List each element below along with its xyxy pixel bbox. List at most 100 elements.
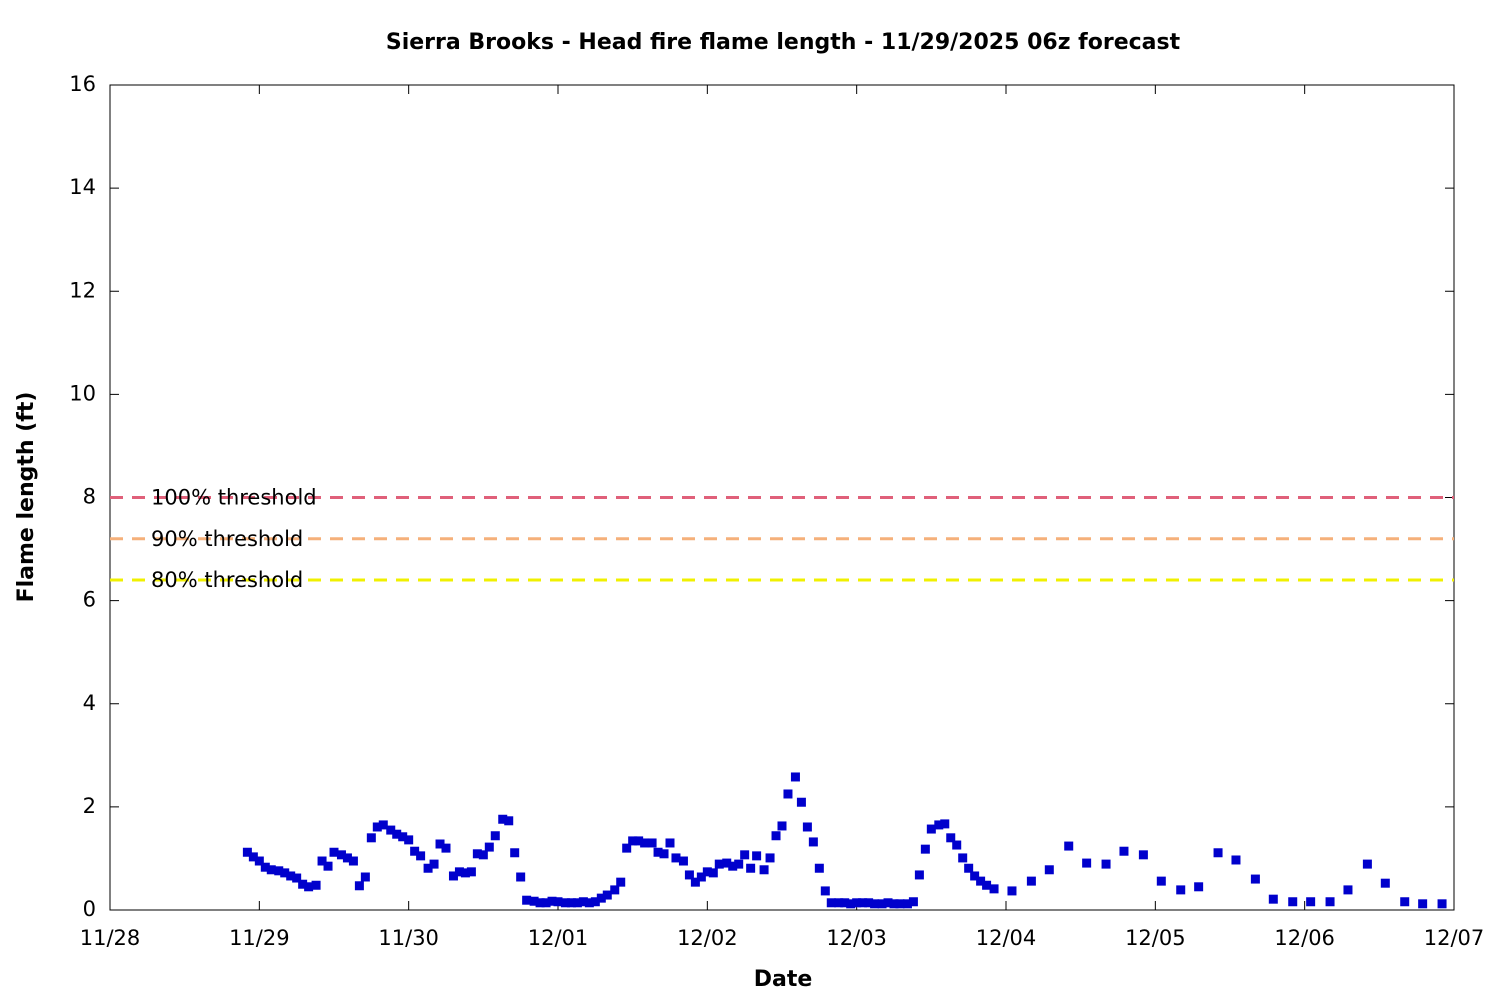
point xyxy=(902,899,912,909)
point xyxy=(1362,859,1372,869)
point xyxy=(976,876,986,886)
point xyxy=(808,837,818,847)
point xyxy=(354,881,364,891)
point xyxy=(1044,865,1054,875)
point xyxy=(814,863,824,873)
point xyxy=(298,879,308,889)
point xyxy=(1231,855,1241,865)
point xyxy=(578,897,588,907)
point xyxy=(934,820,944,830)
point xyxy=(908,897,918,907)
point xyxy=(864,898,874,908)
point xyxy=(790,772,800,782)
point xyxy=(653,847,663,857)
point xyxy=(472,849,482,859)
point xyxy=(292,873,302,883)
point xyxy=(529,896,539,906)
point xyxy=(914,870,924,880)
y-tick-label: 10 xyxy=(69,381,96,405)
threshold-label: 80% threshold xyxy=(151,568,303,592)
chart-title: Sierra Brooks - Head fire flame length -… xyxy=(386,30,1181,55)
point xyxy=(665,838,675,848)
point xyxy=(266,865,276,875)
point xyxy=(946,833,956,843)
point xyxy=(378,820,388,830)
point xyxy=(366,833,376,843)
point xyxy=(616,877,626,887)
point xyxy=(728,861,738,871)
point xyxy=(1101,859,1111,869)
point xyxy=(1343,885,1353,895)
point xyxy=(280,868,290,878)
point xyxy=(1213,848,1223,858)
point xyxy=(840,898,850,908)
point xyxy=(877,899,887,909)
point xyxy=(777,821,787,831)
point xyxy=(348,856,358,866)
point xyxy=(970,871,980,881)
point xyxy=(1026,876,1036,886)
x-tick-label: 12/05 xyxy=(1125,926,1186,950)
x-tick-label: 12/03 xyxy=(826,926,887,950)
point xyxy=(659,849,669,859)
x-tick-label: 12/04 xyxy=(976,926,1037,950)
point xyxy=(846,899,856,909)
point xyxy=(889,899,899,909)
point xyxy=(323,861,333,871)
point xyxy=(684,870,694,880)
point xyxy=(696,872,706,882)
point xyxy=(317,856,327,866)
point xyxy=(982,880,992,890)
point xyxy=(410,846,420,856)
point xyxy=(416,851,426,861)
point xyxy=(1138,850,1148,860)
point xyxy=(634,836,644,846)
point xyxy=(740,850,750,860)
point xyxy=(286,871,296,881)
point xyxy=(1082,858,1092,868)
point xyxy=(553,897,563,907)
y-tick-label: 12 xyxy=(69,278,96,302)
point xyxy=(1119,846,1129,856)
point xyxy=(441,843,451,853)
point xyxy=(920,844,930,854)
point xyxy=(510,848,520,858)
point xyxy=(547,896,557,906)
point xyxy=(423,863,433,873)
point xyxy=(610,885,620,895)
point xyxy=(671,853,681,863)
x-axis-label: Date xyxy=(754,967,813,992)
point xyxy=(640,838,650,848)
point xyxy=(746,863,756,873)
point xyxy=(498,814,508,824)
point xyxy=(783,789,793,799)
point xyxy=(752,851,762,861)
point xyxy=(584,898,594,908)
point xyxy=(1064,841,1074,851)
point xyxy=(852,898,862,908)
threshold-label: 90% threshold xyxy=(151,527,303,551)
point xyxy=(883,898,893,908)
x-tick-label: 12/01 xyxy=(528,926,589,950)
point xyxy=(820,886,830,896)
point xyxy=(490,831,500,841)
point xyxy=(435,839,445,849)
point xyxy=(895,899,905,909)
point xyxy=(734,859,744,869)
y-tick-label: 14 xyxy=(69,175,96,199)
y-tick-label: 6 xyxy=(83,588,96,612)
point xyxy=(254,856,264,866)
x-tick-label: 11/30 xyxy=(378,926,439,950)
point xyxy=(1156,876,1166,886)
point xyxy=(504,816,514,826)
point xyxy=(647,838,657,848)
point xyxy=(596,893,606,903)
point xyxy=(478,850,488,860)
x-tick-label: 11/29 xyxy=(229,926,290,950)
point xyxy=(516,872,526,882)
point xyxy=(1194,882,1204,892)
point xyxy=(771,831,781,841)
point xyxy=(566,898,576,908)
point xyxy=(535,898,545,908)
